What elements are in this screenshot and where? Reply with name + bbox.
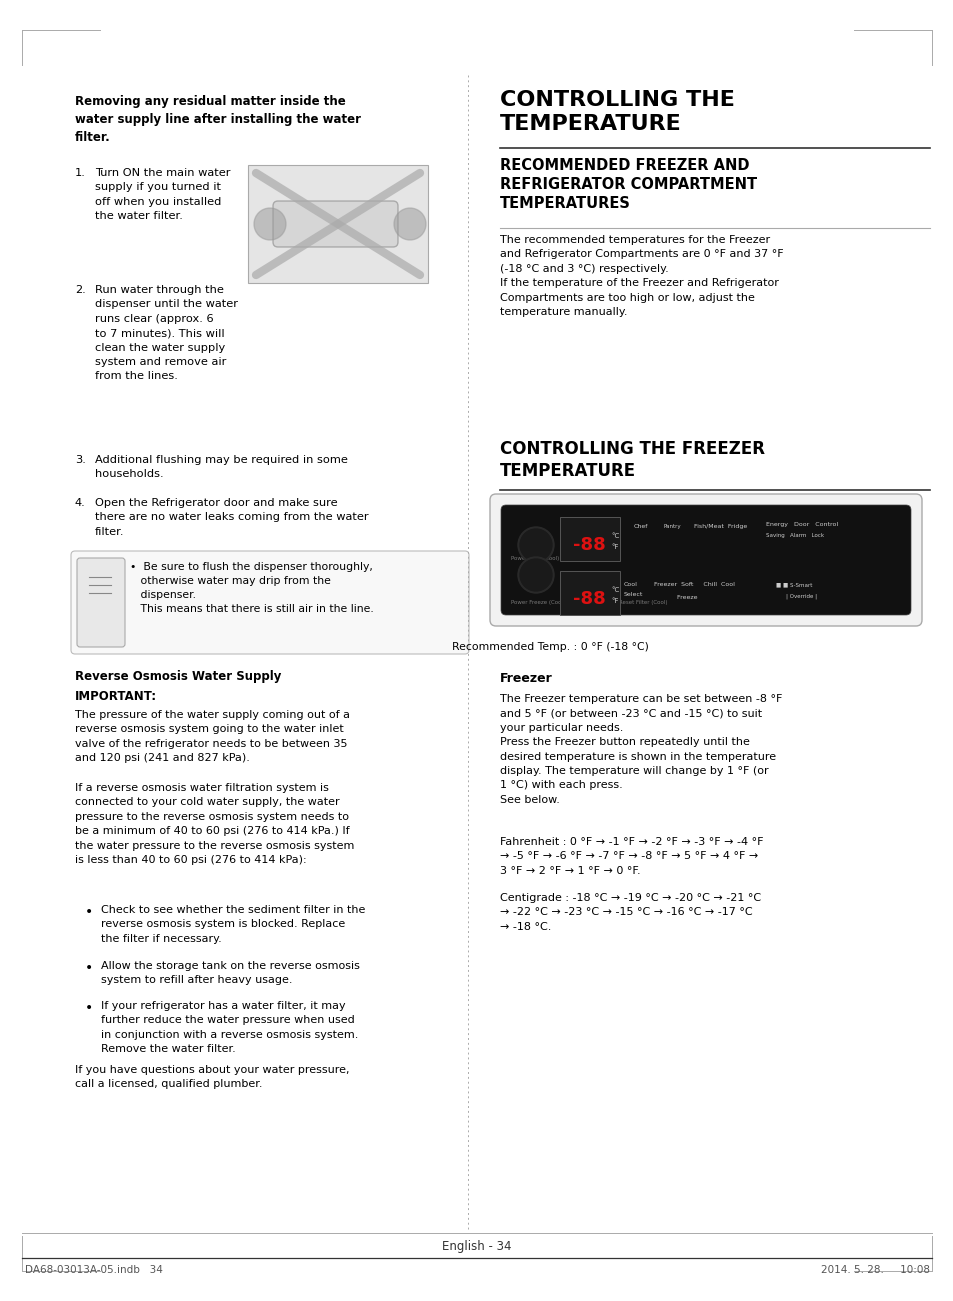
Text: The recommended temperatures for the Freezer
and Refrigerator Compartments are 0: The recommended temperatures for the Fre… (499, 235, 782, 317)
Text: The pressure of the water supply coming out of a
reverse osmosis system going to: The pressure of the water supply coming … (75, 710, 350, 764)
Text: °F: °F (610, 544, 618, 550)
Text: •  Be sure to flush the dispenser thoroughly,
   otherwise water may drip from t: • Be sure to flush the dispenser thoroug… (130, 562, 374, 614)
Text: If a reverse osmosis water filtration system is
connected to your cold water sup: If a reverse osmosis water filtration sy… (75, 783, 354, 865)
Text: 1.: 1. (75, 168, 86, 178)
Text: Freeze: Freeze (648, 595, 697, 600)
Circle shape (517, 527, 554, 563)
Circle shape (519, 530, 552, 561)
Text: RECOMMENDED FREEZER AND
REFRIGERATOR COMPARTMENT
TEMPERATURES: RECOMMENDED FREEZER AND REFRIGERATOR COM… (499, 157, 757, 211)
Text: English - 34: English - 34 (442, 1240, 511, 1253)
Text: °C: °C (610, 533, 618, 539)
Text: Fridge: Fridge (526, 554, 545, 559)
Text: Run water through the
dispenser until the water
runs clear (approx. 6
to 7 minut: Run water through the dispenser until th… (95, 285, 237, 381)
FancyBboxPatch shape (71, 552, 469, 654)
Text: Saving   Alarm   Lock: Saving Alarm Lock (765, 533, 823, 539)
Circle shape (394, 208, 426, 239)
Text: Energy   Door   Control: Energy Door Control (765, 522, 838, 527)
Text: °F: °F (610, 598, 618, 604)
Text: Turn ON the main water
supply if you turned it
off when you installed
the water : Turn ON the main water supply if you tur… (95, 168, 231, 221)
Text: Reset Filter (Cool): Reset Filter (Cool) (618, 600, 667, 605)
Text: IMPORTANT:: IMPORTANT: (75, 690, 157, 703)
Text: DA68-03013A-05.indb   34: DA68-03013A-05.indb 34 (25, 1265, 163, 1275)
Text: Freezer  Soft     Chill  Cool: Freezer Soft Chill Cool (654, 582, 734, 587)
Text: Allow the storage tank on the reverse osmosis
system to refill after heavy usage: Allow the storage tank on the reverse os… (101, 961, 359, 985)
Text: Pantry: Pantry (663, 524, 680, 530)
FancyBboxPatch shape (273, 200, 397, 247)
Text: 2014. 5. 28.     10:08: 2014. 5. 28. 10:08 (821, 1265, 929, 1275)
Text: Fish/Meat  Fridge: Fish/Meat Fridge (693, 524, 746, 530)
Text: Open the Refrigerator door and make sure
there are no water leaks coming from th: Open the Refrigerator door and make sure… (95, 498, 368, 537)
Text: Removing any residual matter inside the
water supply line after installing the w: Removing any residual matter inside the … (75, 95, 360, 144)
Text: The Freezer temperature can be set between -8 °F
and 5 °F (or between -23 °C and: The Freezer temperature can be set betwe… (499, 693, 781, 805)
Text: Centigrade : -18 °C → -19 °C → -20 °C → -21 °C
→ -22 °C → -23 °C → -15 °C → -16 : Centigrade : -18 °C → -19 °C → -20 °C → … (499, 892, 760, 932)
Text: | Override |: | Override | (785, 595, 817, 600)
Text: •: • (85, 1000, 93, 1015)
Text: If you have questions about your water pressure,
call a licensed, qualified plum: If you have questions about your water p… (75, 1066, 349, 1089)
FancyBboxPatch shape (559, 571, 619, 615)
Text: •: • (85, 905, 93, 919)
FancyBboxPatch shape (490, 494, 921, 626)
Text: Power Freeze (Cool): Power Freeze (Cool) (511, 600, 564, 605)
Text: ■ ■ S-Smart: ■ ■ S-Smart (775, 582, 812, 587)
Text: Reverse Osmosis Water Supply: Reverse Osmosis Water Supply (75, 670, 281, 683)
Text: -88: -88 (572, 536, 605, 554)
Text: 4.: 4. (75, 498, 86, 507)
Text: -88: -88 (572, 589, 605, 608)
Text: Power Cool (Cool): Power Cool (Cool) (511, 556, 558, 561)
Circle shape (519, 559, 552, 591)
Text: Select: Select (623, 592, 642, 597)
Text: Cool: Cool (623, 582, 638, 587)
FancyBboxPatch shape (500, 505, 910, 615)
Text: If your refrigerator has a water filter, it may
further reduce the water pressur: If your refrigerator has a water filter,… (101, 1000, 358, 1054)
Text: Freezer: Freezer (524, 583, 547, 588)
FancyBboxPatch shape (77, 558, 125, 647)
Text: Check to see whether the sediment filter in the
reverse osmosis system is blocke: Check to see whether the sediment filter… (101, 905, 365, 943)
Text: Recommended Temp. : 0 °F (-18 °C): Recommended Temp. : 0 °F (-18 °C) (451, 641, 648, 652)
FancyBboxPatch shape (248, 165, 428, 284)
Text: CONTROLLING THE FREEZER
TEMPERATURE: CONTROLLING THE FREEZER TEMPERATURE (499, 440, 764, 480)
Text: 3.: 3. (75, 455, 86, 464)
Text: Freezer: Freezer (499, 673, 552, 686)
Text: °C: °C (610, 587, 618, 593)
Text: •: • (85, 961, 93, 974)
Text: 2.: 2. (75, 285, 86, 295)
Circle shape (517, 557, 554, 593)
Text: Fahrenheit : 0 °F → -1 °F → -2 °F → -3 °F → -4 °F
→ -5 °F → -6 °F → -7 °F → -8 °: Fahrenheit : 0 °F → -1 °F → -2 °F → -3 °… (499, 837, 762, 876)
Text: CONTROLLING THE
TEMPERATURE: CONTROLLING THE TEMPERATURE (499, 90, 734, 134)
FancyBboxPatch shape (559, 516, 619, 561)
Text: Chef: Chef (634, 524, 648, 530)
Circle shape (253, 208, 286, 239)
Text: Additional flushing may be required in some
households.: Additional flushing may be required in s… (95, 455, 348, 479)
